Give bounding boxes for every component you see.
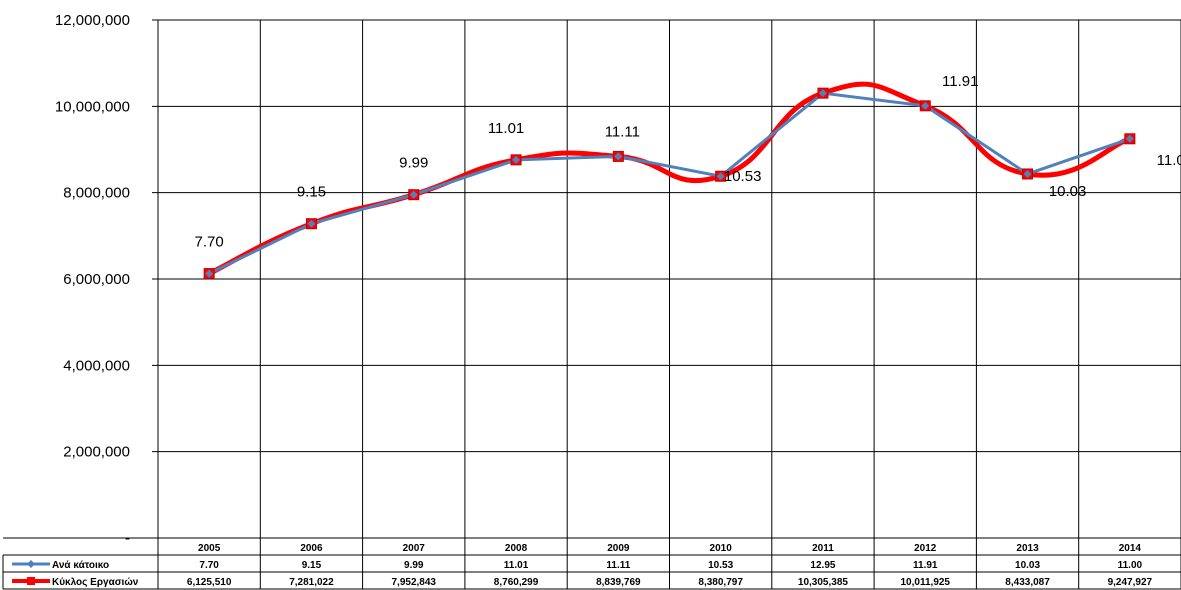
table-cell: 7.70 [199,560,219,571]
chart-grid [152,19,1181,589]
y-tick-label: 2,000,000 [63,444,130,461]
y-tick-label: 10,000,000 [55,98,130,115]
table-cell: 7,952,843 [392,577,437,588]
data-label: 10.03 [1049,183,1087,200]
series-marker-per-capita [818,89,827,98]
table-cell: 11.91 [913,560,938,571]
table-cell: 8,839,769 [596,577,641,588]
table-cell: 6,125,510 [187,577,232,588]
y-tick-label: 4,000,000 [63,357,130,374]
table-header-cell: 2012 [914,543,937,554]
y-tick-label: 8,000,000 [63,185,130,202]
data-label: 11.91 [942,73,978,90]
legend-marker [27,577,35,585]
table-cell: 10.03 [1015,560,1040,571]
y-tick-label: 12,000,000 [55,12,130,29]
table-cell: 11.00 [1118,560,1143,571]
table-series-name: Ανά κάτοικο [52,560,109,571]
series-marker-per-capita [1125,134,1134,143]
table-header-cell: 2007 [403,543,426,554]
data-label: 11.00 [1157,152,1181,169]
data-label: 9.15 [297,184,326,201]
table-cell: 9.99 [404,560,424,571]
table-header-cell: 2010 [710,543,733,554]
series-marker-per-capita [614,152,623,161]
series-marker-per-capita [307,219,316,228]
data-label: 9.99 [399,155,428,172]
data-label: 11.11 [605,123,640,140]
table-header-cell: 2009 [607,543,630,554]
table-cell: 9,247,927 [1108,577,1153,588]
table-header-cell: 2008 [505,543,528,554]
data-labels: 7.70 9.15 9.99 11.01 11.11 10.53 11.91 10.03 11.… [195,73,1181,251]
table-header-cell: 2005 [198,543,221,554]
series-lines [203,81,1136,280]
series-marker-per-capita [409,190,418,199]
series-marker-per-capita [1023,169,1032,178]
table-cell: 10,011,925 [901,577,951,588]
series-marker-per-capita [512,155,521,164]
table-cell: 8,380,797 [698,577,743,588]
table-header-cell: 2006 [300,543,323,554]
data-table: 2005 2006 2007 2008 2009 2010 2011 2012 2013 2014… [2,537,1181,590]
y-tick-label: 6,000,000 [63,271,130,288]
table-cell: 8,433,087 [1005,577,1050,588]
table-cell: 11.11 [606,560,630,571]
data-label: 7.70 [195,234,224,251]
data-label: 11.01 [488,120,524,137]
table-header-cell: 2011 [812,543,834,554]
table-series-name: Κύκλος Εργασιών [52,577,139,588]
series-marker-per-capita [205,269,214,278]
y-axis: -2,000,0004,000,0006,000,0008,000,00010,… [55,12,130,547]
table-cell: 8,760,299 [494,577,539,588]
table-header-cell: 2013 [1016,543,1039,554]
table-cell: 11.01 [504,560,529,571]
series-marker-per-capita [716,172,725,181]
series-line-per-capita [208,91,1131,275]
table-cell: 7,281,022 [289,577,334,588]
table-cell: 10,305,385 [798,577,848,588]
series-marker-per-capita [921,101,930,110]
table-cell: 10.53 [708,560,733,571]
table-cell: 9.15 [302,560,322,571]
legend-marker [27,560,35,568]
table-cell: 12.95 [810,560,835,571]
data-label: 10.53 [724,168,762,185]
table-header-cell: 2014 [1119,543,1142,554]
